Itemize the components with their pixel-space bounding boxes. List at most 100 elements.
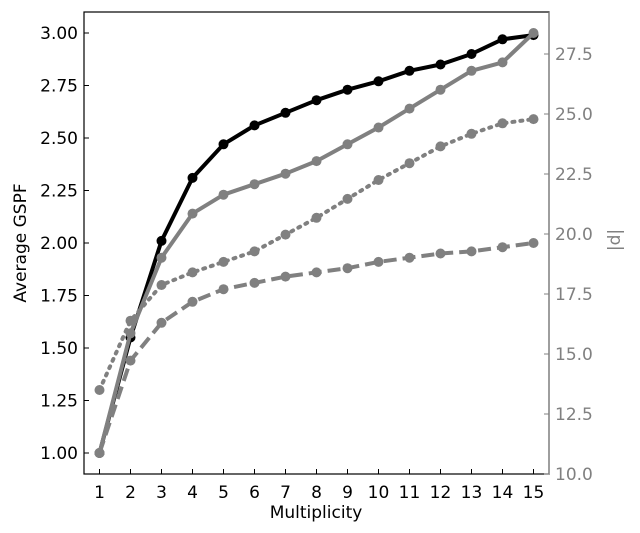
data-point <box>466 128 477 139</box>
data-point <box>497 118 508 129</box>
right-tick-label: 22.5 <box>555 165 593 185</box>
x-tick-label: 12 <box>430 483 452 503</box>
data-point <box>373 175 384 185</box>
data-point <box>342 263 353 274</box>
data-point <box>497 242 508 253</box>
data-point <box>528 28 539 38</box>
left-tick-label: 1.25 <box>40 392 78 412</box>
x-tick-label: 14 <box>492 483 514 503</box>
right-tick-label: 15.0 <box>555 345 593 365</box>
x-tick-label: 5 <box>218 483 229 503</box>
data-point <box>94 385 105 395</box>
series-line <box>97 117 536 392</box>
data-point <box>125 355 136 366</box>
x-tick-label: 6 <box>249 483 260 503</box>
data-point <box>218 189 229 200</box>
x-axis-label: Multiplicity <box>270 503 363 523</box>
data-point <box>94 448 105 458</box>
data-point <box>249 246 260 257</box>
data-point <box>125 315 136 326</box>
x-tick-label: 13 <box>461 483 483 503</box>
right-axis-ticks: 10.0 12.5 15.0 17.5 20.0 22.5 25.0 27.5 <box>544 45 593 485</box>
data-point <box>404 252 415 263</box>
left-tick-label: 2.25 <box>40 182 78 202</box>
data-point <box>528 114 539 125</box>
right-tick-label: 12.5 <box>555 405 593 425</box>
data-point <box>435 141 446 152</box>
data-point <box>497 57 508 68</box>
data-point <box>156 317 167 328</box>
data-point <box>528 238 539 248</box>
data-point <box>187 267 198 278</box>
left-tick-label: 1.75 <box>40 287 78 307</box>
x-tick-label: 11 <box>399 483 421 503</box>
x-tick-label: 1 <box>94 483 105 503</box>
data-point <box>311 156 322 167</box>
left-axis-ticks: 1.00 1.25 1.50 1.75 2.00 2.25 2.50 2.75 3.00 <box>40 24 89 464</box>
data-point <box>249 179 260 190</box>
right-tick-label: 10.0 <box>555 465 593 485</box>
right-tick-label: 27.5 <box>555 45 593 65</box>
right-tick-label: 25.0 <box>555 105 593 125</box>
left-tick-label: 3.00 <box>40 24 78 44</box>
data-point <box>280 229 291 240</box>
data-point <box>156 235 167 246</box>
right-y-axis-label: |d| <box>605 229 625 251</box>
data-point <box>311 212 322 223</box>
left-tick-label: 2.75 <box>40 77 78 97</box>
right-tick-label: 17.5 <box>555 285 593 305</box>
x-tick-label: 8 <box>311 483 322 503</box>
data-point <box>218 284 229 295</box>
data-point <box>435 59 446 70</box>
data-point <box>342 139 353 150</box>
left-tick-label: 2.50 <box>40 129 78 149</box>
right-tick-label: 20.0 <box>555 225 593 245</box>
data-point <box>187 172 198 183</box>
x-tick-label: 3 <box>156 483 167 503</box>
data-point <box>249 277 260 288</box>
data-point <box>311 95 322 106</box>
series-3 <box>94 114 539 395</box>
data-point <box>342 193 353 204</box>
data-point <box>342 84 353 95</box>
data-point <box>218 139 229 150</box>
data-point <box>466 246 477 257</box>
data-point <box>280 168 291 179</box>
data-point <box>280 271 291 282</box>
data-point <box>404 65 415 76</box>
data-point <box>373 122 384 133</box>
series-layer <box>94 28 539 458</box>
data-point <box>466 49 477 59</box>
x-tick-label: 9 <box>342 483 353 503</box>
left-y-axis-label: Average GSPF <box>11 183 31 302</box>
data-point <box>187 208 198 219</box>
data-point <box>156 252 167 263</box>
left-tick-label: 1.00 <box>40 444 78 464</box>
x-tick-label: 4 <box>187 483 198 503</box>
x-tick-label: 2 <box>125 483 136 503</box>
data-point <box>373 256 384 267</box>
data-point <box>373 76 384 87</box>
data-point <box>280 107 291 118</box>
data-point <box>435 248 446 259</box>
data-point <box>435 84 446 95</box>
x-tick-label: 15 <box>523 483 545 503</box>
data-point <box>156 280 167 290</box>
data-point <box>466 65 477 76</box>
left-tick-label: 2.00 <box>40 234 78 254</box>
series-4 <box>94 238 539 458</box>
data-point <box>187 296 198 307</box>
x-axis-ticks: 1 2 3 4 5 6 7 8 9 10 11 12 13 14 15 <box>94 469 544 503</box>
data-point <box>497 34 508 45</box>
data-point <box>218 256 229 267</box>
data-point <box>404 103 415 114</box>
data-point <box>249 120 260 131</box>
x-tick-label: 10 <box>368 483 390 503</box>
data-point <box>404 158 415 169</box>
x-tick-label: 7 <box>280 483 291 503</box>
left-tick-label: 1.50 <box>40 339 78 359</box>
data-point <box>311 267 322 278</box>
